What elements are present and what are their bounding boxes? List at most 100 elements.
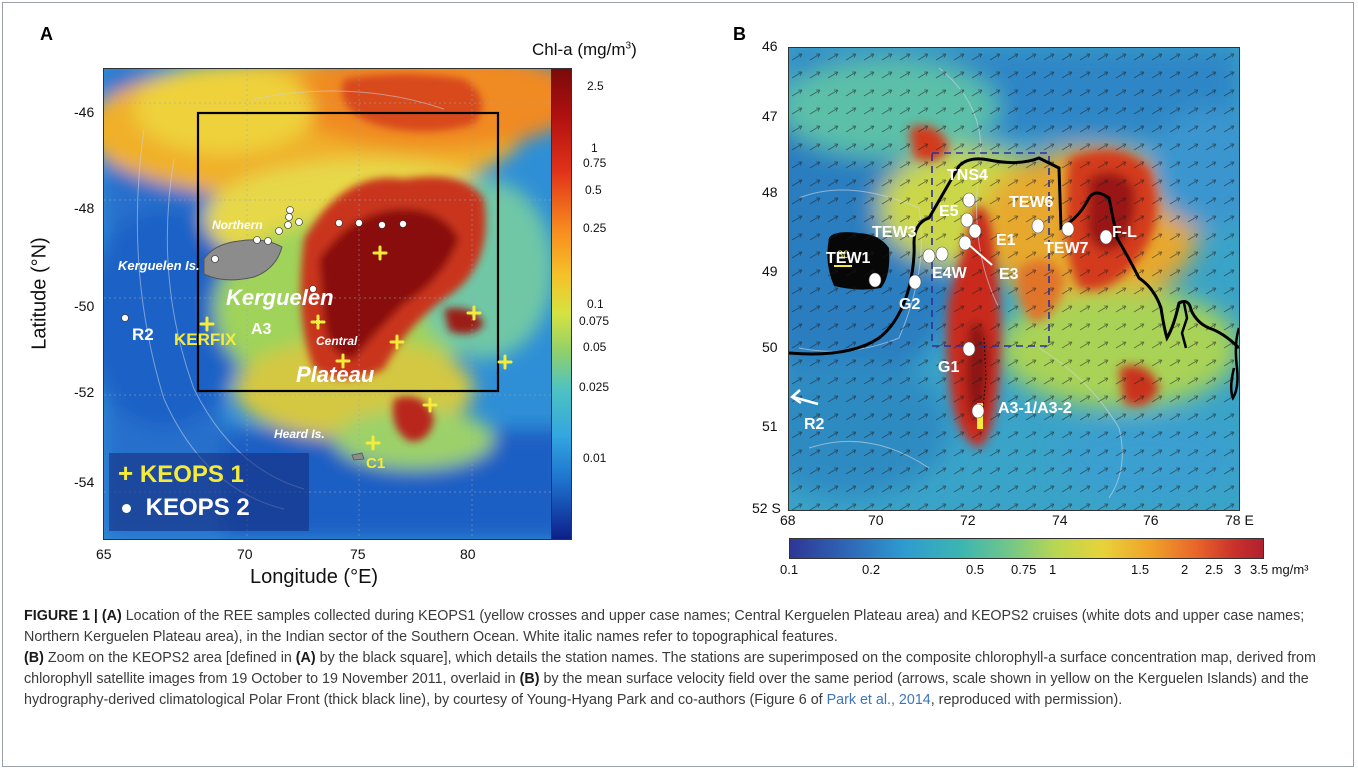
keops2-dot bbox=[284, 221, 292, 229]
panel-b-x-tick: 76 bbox=[1143, 512, 1159, 528]
legend-dot-symbol bbox=[122, 504, 131, 514]
station-dot-e3 bbox=[958, 235, 972, 251]
cbar-a-tick: 0.075 bbox=[579, 314, 610, 328]
panel-b-x-tick: 72 bbox=[960, 512, 976, 528]
station-g2-label: G2 bbox=[899, 296, 921, 313]
legend-keops2: KEOPS 2 bbox=[122, 494, 250, 522]
citation-link[interactable]: Park et al., 2014 bbox=[826, 692, 931, 708]
station-f-l-label: F-L bbox=[1112, 224, 1137, 241]
cbar-b-tick: 0.1 bbox=[780, 562, 799, 577]
panel-b-x-tick: 68 bbox=[780, 512, 796, 528]
r2-arrow-icon bbox=[789, 389, 819, 406]
station-tew6-label: TEW6 bbox=[1009, 194, 1054, 211]
station-tns4-label: TNS4 bbox=[947, 167, 988, 184]
panel-b-y-tick: 48 bbox=[762, 184, 778, 200]
keops2-dot bbox=[275, 227, 283, 235]
cbar-a-tick: 0.5 bbox=[585, 183, 602, 197]
panel-a-y-tick: -48 bbox=[74, 200, 95, 216]
figure-caption: FIGURE 1 | (A) Location of the REE sampl… bbox=[24, 608, 1316, 708]
station-dot-tew6 bbox=[1031, 218, 1045, 234]
label-plateau: Plateau bbox=[296, 362, 375, 387]
keops2-dot bbox=[309, 285, 317, 293]
station-dot-tew3 bbox=[922, 248, 936, 264]
caption-label: FIGURE 1 | (A) bbox=[24, 608, 122, 624]
keops2-dot bbox=[378, 221, 386, 229]
keops2-dot bbox=[121, 314, 129, 322]
cbar-a-tick: 2.5 bbox=[587, 79, 604, 93]
station-e3-label: E3 bbox=[999, 266, 1019, 283]
keops1-cross bbox=[310, 314, 326, 330]
station-dot-e4w bbox=[935, 246, 949, 262]
panel-b-map: 30 bbox=[788, 47, 1240, 511]
keops1-cross bbox=[335, 353, 351, 369]
panel-a-y-axis-label: Latitude (°N) bbox=[28, 237, 51, 350]
station-c1: C1 bbox=[366, 455, 386, 472]
station-dot-tns4 bbox=[962, 192, 976, 208]
keops2-dot bbox=[355, 219, 363, 227]
panel-b-y-tick: 49 bbox=[762, 263, 778, 279]
keops2-dot bbox=[286, 206, 294, 214]
station-dot-g2 bbox=[908, 274, 922, 290]
cbar-b-tick: 0.75 bbox=[1011, 562, 1037, 577]
label-heard-is: Heard Is. bbox=[274, 427, 325, 441]
panel-a-y-tick: -50 bbox=[74, 298, 95, 314]
station-tew3-label: TEW3 bbox=[872, 224, 917, 241]
keops2-dot bbox=[264, 237, 272, 245]
panel-b-colorbar bbox=[789, 538, 1264, 559]
keops1-cross bbox=[389, 334, 405, 350]
panel-a-x-tick: 65 bbox=[96, 546, 112, 562]
station-dot-g1 bbox=[962, 341, 976, 357]
panel-b-map-graphic bbox=[789, 48, 1239, 510]
station-dot-tew7 bbox=[1061, 221, 1075, 237]
keops1-cross bbox=[199, 316, 215, 332]
cbar-a-tick: 0.75 bbox=[583, 156, 607, 170]
legend-cross-symbol: + bbox=[118, 458, 134, 488]
cbar-a-tick: 1 bbox=[591, 141, 598, 155]
keops1-cross bbox=[422, 397, 438, 413]
cbar-a-tick: 0.05 bbox=[583, 340, 607, 354]
label-kerguelen-is: Kerguelen Is. bbox=[118, 258, 200, 273]
keops2-dot bbox=[399, 220, 407, 228]
panel-a-colorbar-title: Chl-a (mg/m3) bbox=[532, 40, 637, 59]
panel-a-markers bbox=[121, 206, 513, 451]
legend-keops1: + KEOPS 1 bbox=[118, 458, 244, 488]
velocity-scale-label: 30 bbox=[837, 249, 850, 261]
label-northern: Northern bbox=[212, 218, 263, 232]
panel-b-x-tick: 78 E bbox=[1225, 512, 1254, 528]
cbar-b-tick: 3 bbox=[1234, 562, 1242, 577]
cbar-a-tick: 0.1 bbox=[587, 297, 604, 311]
panel-a-x-axis-label: Longitude (°E) bbox=[250, 566, 379, 588]
panel-b-y-tick: 52 S bbox=[752, 500, 781, 516]
panel-b-x-tick: 70 bbox=[868, 512, 884, 528]
keops2-dot bbox=[211, 255, 219, 263]
cbar-b-tick: 3.5 mg/m³ bbox=[1250, 562, 1309, 577]
panel-b-y-tick: 51 bbox=[762, 418, 778, 434]
station-r2: R2 bbox=[132, 325, 154, 344]
panel-a-colorbar bbox=[551, 68, 572, 540]
panel-a-map-graphic bbox=[104, 69, 566, 539]
keops1-cross bbox=[466, 305, 482, 321]
station-a3-label: A3-1/A3-2 bbox=[998, 400, 1072, 417]
cbar-b-tick: 0.2 bbox=[862, 562, 881, 577]
cbar-b-tick: 1 bbox=[1049, 562, 1057, 577]
station-dot-e5 bbox=[960, 212, 974, 228]
keops1-cross bbox=[365, 435, 381, 451]
panel-b-y-tick: 50 bbox=[762, 339, 778, 355]
station-dot-e1 bbox=[968, 223, 982, 239]
panel-a-y-tick: -52 bbox=[74, 384, 95, 400]
panel-b-letter: B bbox=[733, 24, 746, 44]
panel-a-map: Northern Kerguelen Is. Kerguelen Central… bbox=[103, 68, 567, 540]
station-tew7-label: TEW7 bbox=[1044, 240, 1089, 257]
panel-a-y-tick: -46 bbox=[74, 104, 95, 120]
station-r2-label: R2 bbox=[804, 416, 825, 433]
legend-box bbox=[109, 453, 309, 531]
cbar-b-tick: 2.5 bbox=[1205, 562, 1224, 577]
panel-a-letter: A bbox=[40, 24, 53, 44]
panel-b-y-tick: 47 bbox=[762, 108, 778, 124]
panel-b-x-tick: 74 bbox=[1052, 512, 1068, 528]
cbar-a-tick: 0.25 bbox=[583, 221, 607, 235]
panel-a-x-tick: 75 bbox=[350, 546, 366, 562]
station-g1-label: G1 bbox=[938, 359, 960, 376]
cbar-b-tick: 0.5 bbox=[966, 562, 985, 577]
